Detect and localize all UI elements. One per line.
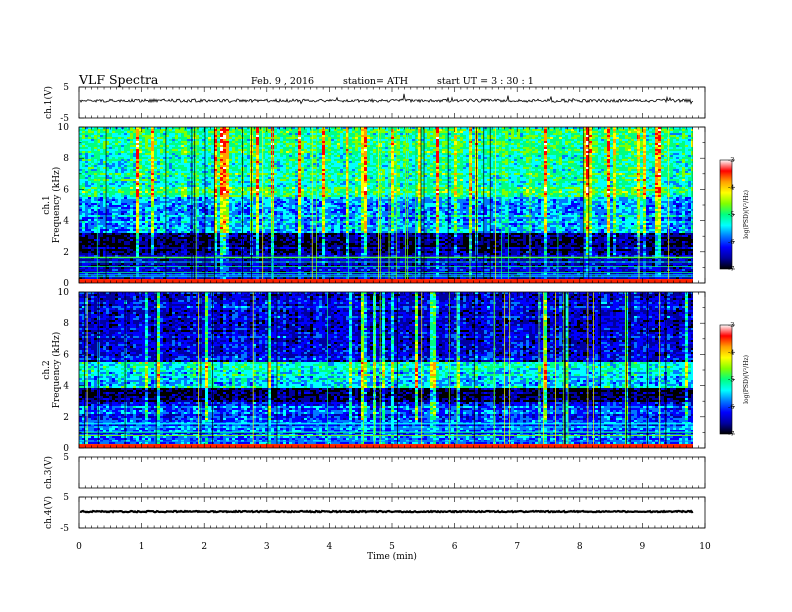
colorbar-label: log(PSD)(V²/Hz) [743, 355, 750, 404]
x-tick-label: 6 [452, 542, 458, 552]
x-tick-label: 8 [577, 542, 583, 552]
y-tick-label: 5 [63, 453, 69, 463]
dc-band [79, 444, 693, 448]
colorbar-tick-label: -4 [728, 183, 734, 191]
y-tick-label: 8 [63, 154, 69, 164]
panel-frame-5: 5 -5 ch.4(V) [43, 493, 706, 534]
colorbar-tick-label: -5 [728, 211, 734, 219]
ch4-waveform-line [79, 509, 694, 514]
voltage-axis-label: ch.3(V) [43, 456, 54, 489]
y-tick-label: 4 [63, 382, 69, 392]
voltage-axis-label: ch.1(V) [43, 86, 54, 119]
colorbar-tick-label: -7 [728, 265, 734, 273]
channel-label: ch.2 [42, 360, 52, 379]
y-tick-label: 10 [58, 123, 70, 133]
start-time-label: start UT = 3 : 30 : 1 [437, 76, 534, 87]
panel-frame-3: 0 2 4 6 8 10 ch.2 Frequency (kHz) [42, 288, 706, 454]
colorbar-tick-label: -6 [728, 403, 734, 411]
frequency-axis-label: Frequency (kHz) [51, 332, 62, 409]
y-tick-label: 8 [63, 319, 69, 329]
y-tick-label: 5 [63, 493, 69, 503]
x-axis-label: Time (min) [367, 551, 417, 562]
x-tick-label: 3 [264, 542, 270, 552]
colorbar-tick-label: -3 [728, 321, 734, 329]
colorbar-tick-label: -6 [728, 238, 734, 246]
dc-band [79, 279, 693, 283]
x-tick-label: 4 [327, 542, 333, 552]
colorbar-tick-label: -3 [728, 156, 734, 164]
y-tick-label: 0 [63, 279, 69, 289]
panel-frame-4: 5 ch.3(V) [43, 453, 706, 489]
channel-label: ch.1 [42, 195, 52, 214]
ch1-waveform-line [79, 93, 694, 105]
x-tick-label: 9 [640, 542, 646, 552]
y-tick-label: 6 [63, 350, 69, 360]
x-tick-label: 10 [699, 542, 711, 552]
station-label: station= ATH [343, 76, 408, 87]
y-tick-label: 5 [63, 83, 69, 93]
colorbar-tick-label: -7 [728, 430, 734, 438]
y-tick-label: 4 [63, 217, 69, 227]
y-tick-label: 2 [63, 413, 69, 423]
frequency-axis-label: Frequency (kHz) [51, 167, 62, 244]
ch1-colorbar: -3 -4 -5 -6 -7 log(PSD)(V²/Hz) [719, 156, 750, 273]
panel-frame-1: 5 -5 ch.1(V) [43, 83, 706, 124]
x-tick-label: 7 [514, 542, 520, 552]
x-tick-label: 5 [389, 542, 395, 552]
x-tick-label: 2 [201, 542, 207, 552]
ch2-spectrogram [79, 292, 693, 448]
y-tick-label: 10 [58, 288, 70, 298]
y-tick-label: -5 [60, 114, 69, 124]
colorbar-label: log(PSD)(V²/Hz) [743, 190, 750, 239]
y-tick-label: 0 [63, 444, 69, 454]
figure-title: VLF Spectra [79, 72, 158, 87]
time-axis: 0 1 2 3 4 5 6 7 8 9 10 Time (min) [76, 542, 711, 562]
colorbar-tick-label: -5 [728, 376, 734, 384]
colorbar-tick-label: -4 [728, 348, 734, 356]
date-label: Feb. 9 , 2016 [251, 76, 314, 87]
y-tick-label: 6 [63, 185, 69, 195]
panel-frame-2: 0 2 4 6 8 10 ch.1 Frequency (kHz) [42, 123, 706, 289]
voltage-axis-label: ch.4(V) [43, 496, 54, 529]
y-tick-label: 2 [63, 248, 69, 258]
x-tick-label: 1 [139, 542, 145, 552]
ch2-colorbar: -3 -4 -5 -6 -7 log(PSD)(V²/Hz) [719, 321, 750, 438]
ch1-spectrogram [79, 127, 693, 283]
y-tick-label: -5 [60, 524, 69, 534]
x-tick-label: 0 [76, 542, 82, 552]
